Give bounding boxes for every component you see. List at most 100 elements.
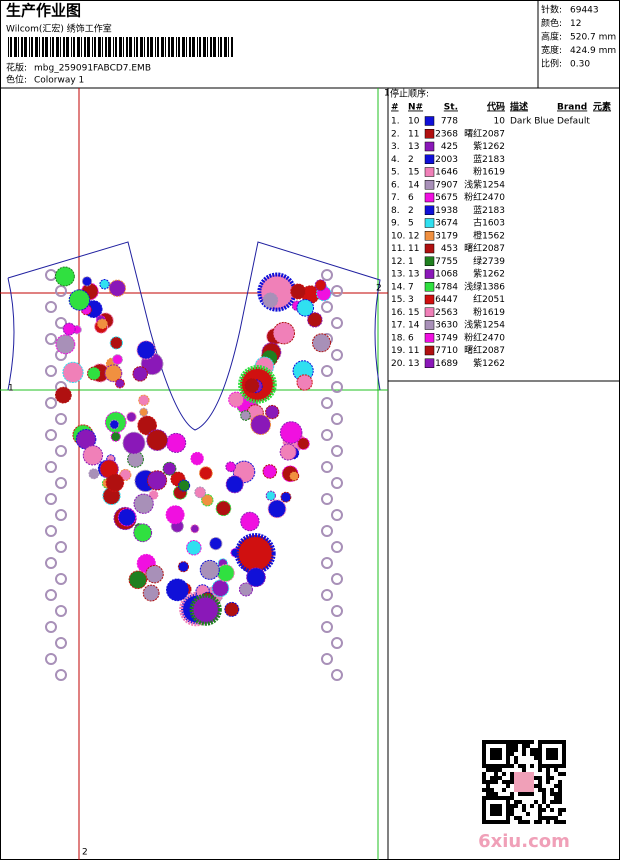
flower — [209, 536, 223, 551]
qr-cell — [498, 756, 502, 760]
row-seq: 12. — [391, 257, 405, 267]
qr-cell — [522, 744, 526, 748]
qr-cell — [506, 784, 510, 788]
qr-cell — [502, 780, 506, 784]
flower — [267, 499, 287, 519]
flower — [240, 410, 251, 421]
info-label: 高度: — [541, 31, 562, 43]
flower — [97, 318, 108, 330]
qr-cell — [482, 816, 486, 820]
qr-cell — [558, 740, 562, 744]
qr-cell — [482, 812, 486, 816]
bar — [186, 37, 187, 57]
qr-cell — [530, 764, 534, 768]
qr-cell — [550, 816, 554, 820]
qr-cell — [482, 788, 486, 792]
qr-cell — [482, 796, 486, 800]
column-header: 描述 — [510, 101, 528, 113]
qr-logo — [514, 772, 534, 792]
colorway-label: 色位: — [6, 74, 27, 86]
qr-cell — [494, 756, 498, 760]
flower — [62, 322, 76, 336]
qr-cell — [562, 748, 566, 752]
qr-cell — [510, 776, 514, 780]
flower — [246, 567, 266, 588]
design-file: mbg_259091FABCD7.EMB — [34, 64, 151, 74]
row-stitches: 7710 — [435, 346, 458, 356]
bar — [197, 37, 198, 57]
bar — [199, 37, 201, 57]
qr-cell — [538, 820, 542, 824]
qr-cell — [522, 740, 526, 744]
row-seq: 17. — [391, 321, 405, 331]
qr-cell — [542, 788, 546, 792]
row-seq: 9. — [391, 219, 400, 229]
qr-cell — [510, 744, 514, 748]
bar — [98, 37, 101, 57]
info-box: 针数: 69443 颜色: 12 高度: 520.7 mm 宽度: 424.9 mm 比例: 0.… — [541, 4, 616, 70]
flower — [238, 582, 253, 597]
vine-curl — [55, 477, 67, 489]
qr-cell — [490, 804, 494, 808]
column-header: # — [391, 103, 399, 113]
bar — [81, 37, 82, 57]
bar — [113, 37, 114, 57]
qr-cell — [534, 752, 538, 756]
row-code: 紫1262 — [473, 269, 505, 280]
qr-cell — [526, 812, 530, 816]
bar — [56, 37, 59, 57]
row-needle: 11 — [408, 129, 419, 139]
flower — [166, 432, 187, 454]
color-swatch — [424, 205, 435, 215]
qr-cell — [494, 812, 498, 816]
qr-cell — [490, 796, 494, 800]
color-swatch — [424, 218, 435, 228]
qr-cell — [530, 740, 534, 744]
vine-curl — [331, 541, 343, 553]
bar — [52, 37, 54, 57]
qr-cell — [562, 744, 566, 748]
qr-cell — [486, 780, 490, 784]
flower — [225, 475, 244, 494]
qr-cell — [518, 764, 522, 768]
qr-cell — [546, 764, 550, 768]
bar — [63, 37, 65, 57]
flower — [133, 493, 154, 514]
row-code: 浅绿1386 — [464, 280, 505, 292]
qr-cell — [506, 740, 510, 744]
flower — [68, 289, 91, 311]
qr-cell — [498, 808, 502, 812]
bar — [126, 37, 128, 57]
vine-curl — [45, 365, 57, 377]
bar — [178, 37, 180, 57]
bar — [134, 37, 135, 57]
row-stitches: 425 — [441, 142, 458, 152]
design-label: 花版: — [6, 62, 27, 74]
row-needle: 13 — [408, 359, 419, 369]
qr-cell — [562, 808, 566, 812]
row-needle: 6 — [408, 193, 414, 203]
row-stitches: 3179 — [435, 231, 458, 241]
qr-cell — [514, 804, 518, 808]
vine-curl — [321, 429, 333, 441]
row-code: 曙红2087 — [464, 127, 505, 139]
row-stitches: 778 — [441, 117, 458, 127]
qr-cell — [518, 792, 522, 796]
vine-curl — [321, 301, 333, 313]
row-stitches: 1068 — [435, 270, 458, 280]
row-code: 曙红2087 — [464, 242, 505, 254]
qr-cell — [490, 780, 494, 784]
flower — [296, 374, 313, 391]
guide-label: 2 — [82, 848, 88, 858]
info-value: 69443 — [570, 6, 599, 16]
vine-curl — [55, 637, 67, 649]
row-needle: 14 — [408, 180, 420, 190]
bar — [213, 37, 216, 57]
bar — [150, 37, 153, 57]
neckline — [7, 241, 381, 431]
row-needle: 7 — [408, 282, 414, 292]
flower — [199, 559, 220, 580]
vine-curl — [331, 349, 343, 361]
row-stitches: 3749 — [435, 333, 458, 343]
bar — [60, 37, 61, 57]
